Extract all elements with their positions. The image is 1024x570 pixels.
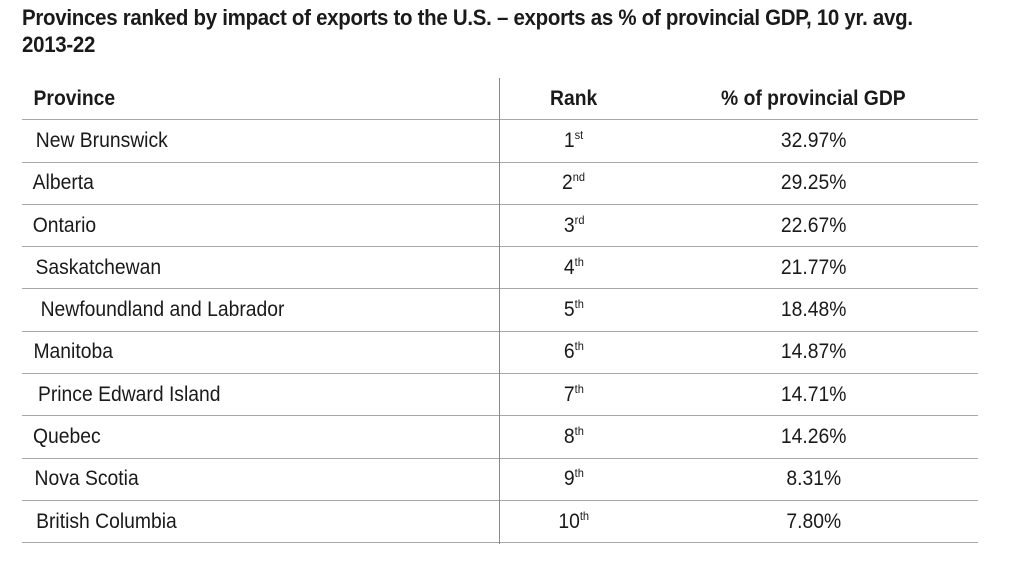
- table-row: Prince Edward Island 7th 14.71%: [22, 374, 978, 417]
- rank-cell: 9th: [499, 467, 649, 491]
- province-cell: Prince Edward Island: [37, 382, 221, 406]
- rank-number: 4: [564, 255, 575, 279]
- rank-suffix: th: [574, 424, 584, 439]
- province-cell: Ontario: [32, 213, 97, 237]
- rank-suffix: th: [574, 297, 584, 312]
- rank-cell: 4th: [499, 256, 649, 280]
- pct-cell: 32.97%: [780, 128, 847, 152]
- rank-suffix: th: [574, 339, 584, 354]
- rank-suffix: rd: [574, 212, 585, 227]
- pct-cell: 18.48%: [780, 298, 847, 322]
- pct-cell: 22.67%: [780, 213, 847, 237]
- table-row: Newfoundland and Labrador 5th 18.48%: [22, 289, 978, 332]
- rank-suffix: nd: [573, 170, 586, 185]
- rank-number: 7: [564, 382, 575, 406]
- rank-suffix: th: [574, 254, 584, 269]
- rank-number: 3: [563, 213, 575, 237]
- pct-cell: 8.31%: [786, 467, 841, 491]
- province-cell: Saskatchewan: [35, 255, 162, 279]
- rank-cell: 2nd: [499, 171, 649, 195]
- rank-number: 8: [564, 425, 575, 449]
- rank-cell: 3rd: [499, 214, 649, 238]
- rank-number: 1: [564, 128, 576, 152]
- rank-number: 2: [562, 171, 574, 195]
- rank-cell: 8th: [499, 425, 649, 449]
- province-cell: Alberta: [32, 171, 94, 195]
- header-pct: % of provincial GDP: [721, 86, 906, 110]
- header-province: Province: [33, 86, 116, 110]
- table-title: Provinces ranked by impact of exports to…: [22, 5, 913, 57]
- rank-cell: 10th: [499, 510, 649, 534]
- table-row: Alberta 2nd 29.25%: [22, 163, 978, 205]
- rank-suffix: st: [575, 127, 584, 142]
- table-row: British Columbia 10th 7.80%: [22, 501, 978, 544]
- province-cell: Newfoundland and Labrador: [40, 298, 285, 322]
- header-rank: Rank: [550, 86, 598, 110]
- pct-cell: 14.71%: [780, 382, 847, 406]
- rank-number: 10: [558, 509, 581, 533]
- province-cell: New Brunswick: [35, 128, 168, 152]
- pct-cell: 14.87%: [780, 340, 847, 364]
- province-cell: British Columbia: [36, 509, 177, 533]
- rank-number: 9: [564, 467, 575, 491]
- table-row: Manitoba 6th 14.87%: [22, 332, 978, 375]
- table-row: Ontario 3rd 22.67%: [22, 205, 978, 248]
- rank-cell: 6th: [499, 340, 649, 364]
- rank-number: 5: [564, 298, 575, 322]
- table-row: New Brunswick 1st 32.97%: [22, 120, 978, 163]
- rank-cell: 1st: [499, 129, 649, 153]
- rank-suffix: th: [574, 381, 584, 396]
- province-cell: Manitoba: [33, 340, 113, 364]
- table-row: Quebec 8th 14.26%: [22, 416, 978, 459]
- table-row: Saskatchewan 4th 21.77%: [22, 247, 978, 290]
- pct-cell: 7.80%: [786, 509, 841, 533]
- table-header: Province Rank % of provincial GDP: [22, 78, 978, 121]
- column-divider: [499, 78, 500, 544]
- pct-cell: 29.25%: [780, 171, 847, 195]
- province-cell: Quebec: [32, 425, 101, 449]
- rank-suffix: th: [580, 508, 590, 523]
- rank-suffix: th: [574, 466, 584, 481]
- pct-cell: 21.77%: [780, 255, 847, 279]
- province-cell: Nova Scotia: [34, 467, 139, 491]
- pct-cell: 14.26%: [780, 425, 847, 449]
- rank-cell: 7th: [499, 383, 649, 407]
- rankings-table: Province Rank % of provincial GDP New Br…: [22, 78, 978, 544]
- rank-number: 6: [564, 340, 575, 364]
- table-row: Nova Scotia 9th 8.31%: [22, 459, 978, 501]
- rank-cell: 5th: [499, 298, 649, 322]
